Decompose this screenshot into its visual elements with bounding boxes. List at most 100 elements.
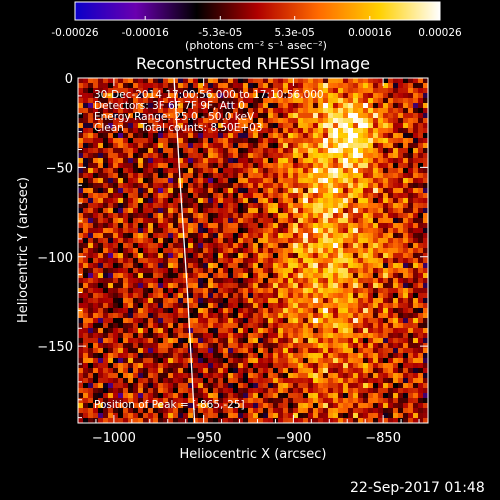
heatmap-cell <box>233 138 239 144</box>
heatmap-cell <box>158 153 164 159</box>
heatmap-cell <box>363 218 369 224</box>
heatmap-cell <box>153 123 159 129</box>
heatmap-cell <box>133 413 139 419</box>
heatmap-cell <box>208 213 214 219</box>
heatmap-cell <box>273 218 279 224</box>
heatmap-cell <box>298 298 304 304</box>
heatmap-cell <box>393 153 399 159</box>
heatmap-cell <box>243 138 249 144</box>
heatmap-cell <box>343 103 349 109</box>
heatmap-cell <box>188 128 194 134</box>
heatmap-cell <box>133 308 139 314</box>
heatmap-cell <box>343 243 349 249</box>
heatmap-cell <box>363 88 369 94</box>
heatmap-cell <box>88 338 94 344</box>
heatmap-cell <box>118 363 124 369</box>
heatmap-cell <box>228 128 234 134</box>
heatmap-cell <box>293 353 299 359</box>
heatmap-cell <box>148 193 154 199</box>
heatmap-cell <box>233 403 239 409</box>
heatmap-cell <box>158 373 164 379</box>
heatmap-cell <box>123 353 129 359</box>
heatmap-cell <box>163 173 169 179</box>
heatmap-cell <box>273 343 279 349</box>
heatmap-cell <box>233 253 239 259</box>
heatmap-cell <box>353 83 359 89</box>
heatmap-cell <box>163 413 169 419</box>
heatmap-cell <box>328 358 334 364</box>
heatmap-cell <box>278 153 284 159</box>
heatmap-cell <box>398 313 404 319</box>
heatmap-cell <box>398 218 404 224</box>
heatmap-cell <box>323 188 329 194</box>
heatmap-cell <box>118 253 124 259</box>
heatmap-cell <box>393 253 399 259</box>
heatmap-cell <box>283 218 289 224</box>
heatmap-cell <box>248 313 254 319</box>
heatmap-cell <box>243 383 249 389</box>
heatmap-cell <box>223 393 229 399</box>
heatmap-cell <box>423 178 428 184</box>
heatmap-cell <box>113 83 119 89</box>
heatmap-cell <box>393 188 399 194</box>
heatmap-cell <box>308 133 314 139</box>
heatmap-cell <box>328 293 334 299</box>
heatmap-cell <box>178 78 184 84</box>
heatmap-cell <box>218 208 224 214</box>
heatmap-cell <box>228 153 234 159</box>
heatmap-cell <box>218 93 224 99</box>
heatmap-cell <box>158 348 164 354</box>
heatmap-cell <box>203 213 209 219</box>
heatmap-cell <box>423 323 428 329</box>
heatmap-cell <box>93 198 99 204</box>
heatmap-cell <box>283 133 289 139</box>
heatmap-cell <box>388 148 394 154</box>
heatmap-cell <box>323 328 329 334</box>
heatmap-cell <box>173 293 179 299</box>
heatmap-cell <box>253 348 259 354</box>
heatmap-cell <box>243 153 249 159</box>
heatmap-cell <box>98 418 104 423</box>
heatmap-cell <box>343 198 349 204</box>
heatmap-cell <box>233 288 239 294</box>
heatmap-cell <box>298 333 304 339</box>
heatmap-cell <box>128 123 134 129</box>
heatmap-cell <box>413 298 419 304</box>
heatmap-cell <box>403 368 409 374</box>
heatmap-cell <box>208 313 214 319</box>
heatmap-cell <box>188 288 194 294</box>
heatmap-cell <box>413 353 419 359</box>
heatmap-cell <box>278 328 284 334</box>
heatmap-cell <box>363 273 369 279</box>
heatmap-cell <box>233 173 239 179</box>
heatmap-cell <box>213 123 219 129</box>
heatmap-cell <box>98 183 104 189</box>
heatmap-cell <box>218 253 224 259</box>
heatmap-cell <box>338 213 344 219</box>
heatmap-cell <box>193 353 199 359</box>
heatmap-cell <box>168 293 174 299</box>
heatmap-cell <box>208 188 214 194</box>
heatmap-cell <box>153 173 159 179</box>
heatmap-cell <box>173 178 179 184</box>
heatmap-cell <box>338 238 344 244</box>
heatmap-cell <box>388 163 394 169</box>
heatmap-cell <box>123 263 129 269</box>
heatmap-cell <box>408 343 414 349</box>
heatmap-cell <box>358 353 364 359</box>
heatmap-cell <box>103 353 109 359</box>
heatmap-cell <box>178 228 184 234</box>
heatmap-cell <box>343 368 349 374</box>
heatmap-cell <box>213 93 219 99</box>
heatmap-cell <box>248 223 254 229</box>
heatmap-cell <box>128 158 134 164</box>
heatmap-cell <box>333 283 339 289</box>
heatmap-cell <box>308 103 314 109</box>
heatmap-cell <box>118 93 124 99</box>
heatmap-cell <box>213 338 219 344</box>
heatmap-cell <box>283 248 289 254</box>
heatmap-cell <box>323 373 329 379</box>
heatmap-cell <box>393 128 399 134</box>
heatmap-cell <box>183 133 189 139</box>
heatmap-cell <box>113 383 119 389</box>
